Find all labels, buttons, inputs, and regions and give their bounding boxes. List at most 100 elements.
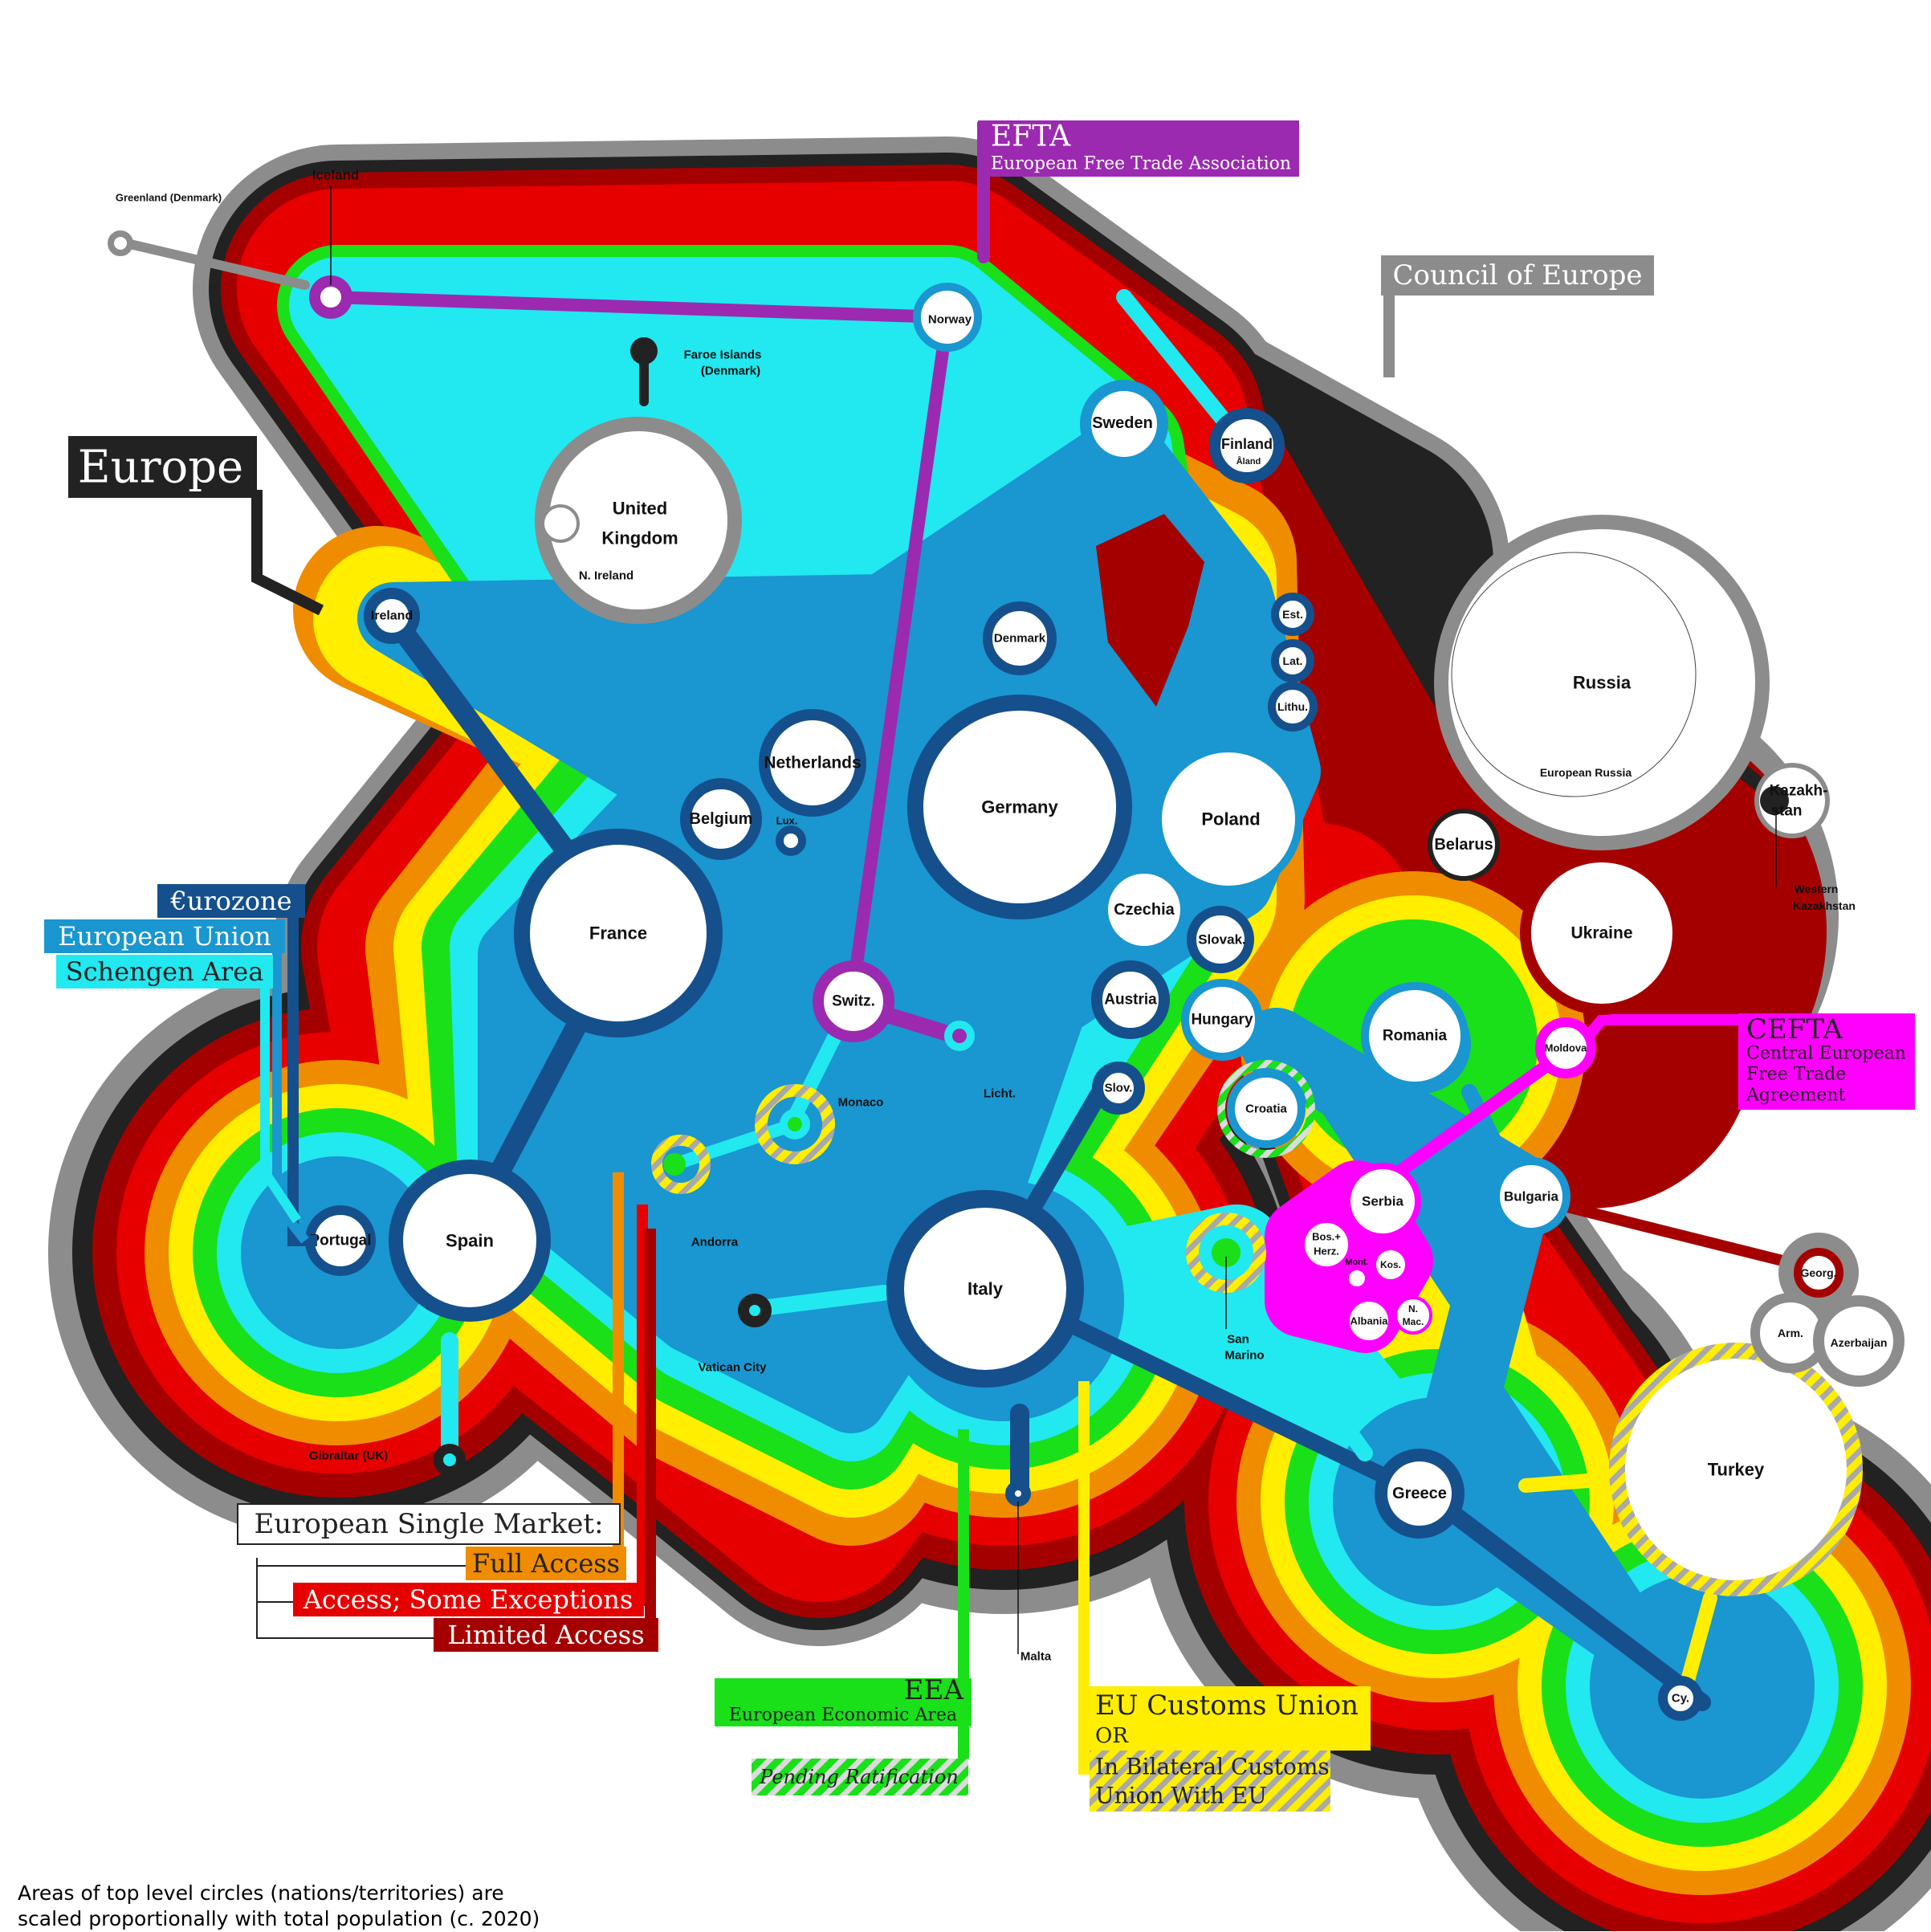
italy-label: Italy [968,1279,1004,1299]
single-market-title: European Single Market: [254,1508,603,1540]
eea-title: EEA [904,1674,964,1706]
moldova-circle[interactable] [1535,1017,1596,1078]
footnote: Areas of top level circles (nations/terr… [18,1881,540,1932]
footnote-line-1: Areas of top level circles (nations/terr… [18,1881,504,1905]
hungary-circle[interactable] [1181,979,1263,1061]
eea-subtitle: European Economic Area [729,1706,957,1726]
georgia-circle[interactable] [1794,1248,1843,1298]
cyprus-circle[interactable] [1658,1676,1703,1721]
lithuania-germany-link [1098,704,1279,797]
austria-label: Austria [1104,992,1157,1009]
bosnia-circle[interactable] [1300,1218,1353,1271]
gibraltar-circle[interactable] [434,1444,466,1476]
portugal-label: Portugal [309,1233,371,1249]
lithuania-circle[interactable] [1268,682,1318,732]
romania-circle[interactable] [1361,982,1469,1090]
vatican-circle[interactable] [738,1294,772,1327]
kazakhstan-circle[interactable] [1754,763,1830,838]
luxembourg-circle[interactable] [776,825,806,856]
n-ireland-label: N. Ireland [579,569,633,583]
latvia-circle[interactable] [1271,639,1314,683]
some-exceptions-label: Access; Some Exceptions [303,1584,633,1615]
full-access-label: Full Access [472,1548,620,1579]
czechia-circle[interactable] [1100,866,1188,954]
cefta-line-2: Free Trade [1746,1065,1846,1085]
iceland-circle[interactable] [309,275,352,319]
cefta-title: CEFTA [1746,1013,1843,1045]
france-circle[interactable] [514,829,723,1037]
russia-circle[interactable] [1434,515,1770,850]
norway-circle[interactable] [913,283,982,352]
azerbaijan-circle[interactable] [1813,1295,1905,1387]
finland-circle[interactable] [1209,408,1285,483]
faroe-label-2: (Denmark) [701,365,760,378]
faroe-circle[interactable] [630,337,658,365]
andorra-circle[interactable] [663,1153,686,1176]
spain-circle[interactable] [389,1160,551,1322]
baltic-sea-area [1096,514,1204,707]
vatican-label: Vatican City [698,1361,767,1375]
european-russia-circle [1451,552,1697,797]
bulgaria-label: Bulgaria [1504,1189,1559,1204]
schengen-label: Schengen Area [66,956,264,987]
northern-ireland-circle[interactable] [541,504,580,543]
croatia-pending-ring [1217,1060,1315,1158]
legend-eea: EEA European Economic Area Pending Ratif… [715,1429,972,1795]
vatican-italy-link [747,1285,891,1317]
finland-label: Finland [1221,436,1273,452]
netherlands-label: Netherlands [764,754,861,772]
n-macedonia-circle[interactable] [1394,1296,1432,1335]
san-marino-label-2: Marino [1224,1349,1264,1363]
germany-label: Germany [981,797,1058,817]
legend-eu-stack: €urozone European Union Schengen Area [44,884,317,1246]
customs-or: OR [1095,1724,1129,1748]
russia-label: Russia [1573,673,1632,693]
ireland-circle[interactable] [364,588,420,644]
croatia-circle[interactable] [1227,1070,1306,1148]
netherlands-circle[interactable] [759,709,866,817]
liechtenstein-circle[interactable] [944,1021,975,1051]
greenland-label: Greenland (Denmark) [116,192,222,204]
legend-customs: EU Customs Union OR In Bilateral Customs… [1078,1381,1371,1812]
montenegro-circle[interactable] [1346,1267,1368,1290]
germany-circle[interactable] [907,695,1132,919]
greenland-circle[interactable] [108,230,133,256]
kosovo-label: Kos. [1380,1259,1401,1270]
country-labels: Iceland Greenland (Denmark) Faroe Island… [116,168,1888,1706]
greece-circle[interactable] [1375,1449,1465,1539]
bulgaria-circle[interactable] [1492,1157,1570,1236]
kosovo-circle[interactable] [1373,1247,1408,1282]
denmark-circle[interactable] [983,601,1057,675]
turkey-cyprus-link [1679,1591,1717,1694]
georgia-label: Georg. [1800,1266,1836,1279]
switzerland-circle[interactable] [813,960,894,1042]
ukraine-circle[interactable] [1520,851,1684,1015]
poland-circle[interactable] [1154,744,1303,894]
slovakia-circle[interactable] [1187,906,1254,973]
albania-label: Albania [1350,1315,1389,1327]
legend-efta: EFTA European Free Trade Association [978,120,1299,177]
slovenia-circle[interactable] [1092,1062,1145,1115]
serbia-circle[interactable] [1344,1163,1421,1240]
azerbaijan-label: Azerbaijan [1831,1336,1888,1349]
sweden-label: Sweden [1092,414,1153,432]
aland-label: Åland [1236,456,1261,467]
spain-label: Spain [446,1231,494,1251]
turkey-circle[interactable] [1609,1343,1863,1596]
estonia-circle[interactable] [1271,593,1314,636]
slovenia-label: Slov. [1105,1082,1133,1095]
albania-circle[interactable] [1346,1298,1391,1343]
norway-label: Norway [928,313,972,327]
estonia-label: Est. [1282,608,1303,621]
montenegro-label: Mont. [1345,1257,1368,1267]
belgium-circle[interactable] [680,778,762,860]
austria-circle[interactable] [1091,960,1170,1039]
malta-circle[interactable] [1005,1481,1031,1506]
iceland-label: Iceland [312,168,360,183]
italy-circle[interactable] [886,1190,1084,1388]
greece-label: Greece [1392,1485,1447,1502]
monaco-circle[interactable] [780,1109,810,1139]
uk-label-2: Kingdom [601,528,678,548]
sweden-circle[interactable] [1080,380,1168,468]
belarus-circle[interactable] [1428,809,1500,881]
